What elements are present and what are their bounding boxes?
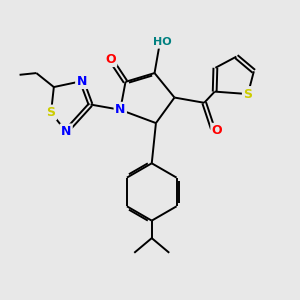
- Text: N: N: [76, 75, 87, 88]
- Text: HO: HO: [153, 37, 172, 47]
- Text: S: S: [243, 88, 252, 100]
- Text: S: S: [46, 106, 56, 119]
- Text: N: N: [115, 103, 125, 116]
- Text: O: O: [105, 52, 116, 66]
- Text: N: N: [61, 125, 71, 138]
- Text: O: O: [212, 124, 222, 137]
